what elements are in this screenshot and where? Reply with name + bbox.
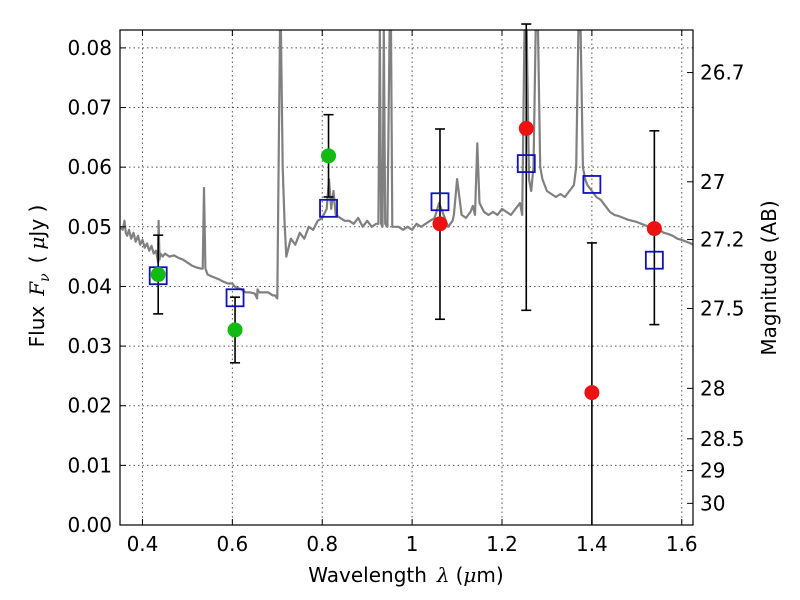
y-tick-label-3: 0.03 [67, 334, 112, 358]
y-tick-label-0: 0.00 [67, 513, 112, 537]
y2-tick-label-0: 26.7 [700, 61, 745, 85]
model-flux-square-1 [225, 288, 245, 308]
y2-tick-label-2: 27.2 [700, 228, 745, 252]
model-flux-square-6 [644, 250, 664, 270]
x-tick-label-1: 0.6 [216, 532, 248, 556]
x-tick-label-3: 1 [406, 532, 419, 556]
y-tick-label-2: 0.02 [67, 394, 112, 418]
red-point-2 [584, 385, 600, 401]
red-point-0 [432, 216, 448, 232]
x-axis-title-text: Wavelength [308, 563, 427, 587]
y2-tick-label-1: 27 [700, 170, 725, 194]
y-tick-label-6: 0.06 [67, 155, 112, 179]
y-axis-title-symbol: F [25, 281, 49, 297]
y-tick-label-8: 0.08 [67, 36, 112, 60]
model-flux-square-2 [319, 198, 338, 218]
y-axis-title-subscript: ν [37, 273, 53, 282]
y2-tick-label-6: 29 [700, 459, 725, 483]
red-point-3 [646, 221, 662, 237]
green-point-2 [321, 148, 337, 164]
y-axis-title-unit-mu: μ [25, 237, 49, 250]
x-tick-label-2: 0.8 [306, 532, 338, 556]
y-tick-label-5: 0.05 [67, 215, 112, 239]
x-tick-label-4: 1.2 [486, 532, 518, 556]
y-tick-label-1: 0.01 [67, 453, 112, 477]
red-point-1 [518, 120, 534, 136]
x-axis-title-unit-open: ( [456, 563, 464, 587]
model-flux-square-5 [582, 175, 602, 194]
model-flux-square-3 [430, 192, 450, 212]
y-tick-label-7: 0.07 [67, 96, 112, 120]
plot-area [120, 30, 693, 300]
y-axis-title: Flux Fν ( μJy ) [25, 205, 53, 348]
x-tick-label-0: 0.4 [127, 532, 159, 556]
green-point-1 [227, 322, 243, 338]
plot-frame [119, 29, 694, 526]
x-tick-label-6: 1.6 [666, 532, 698, 556]
axes: 0.4 0.6 0.8 1 1.2 1.4 1.6 0.00 0.01 0.02 0.03 0.04 0… [67, 30, 745, 556]
y2-tick-label-7: 30 [700, 491, 725, 515]
y2-axis-title: Magnitude (AB) [757, 200, 781, 355]
y-axis-title-unit-rest: Jy ) [25, 205, 49, 239]
x-axis-title-unit-rest: m) [476, 563, 503, 587]
y2-tick-label-3: 27.5 [700, 296, 745, 320]
model-spectrum-line [120, 30, 693, 300]
x-axis-title-symbol: λ [436, 563, 450, 587]
model-flux-square-4 [516, 154, 536, 173]
y2-tick-label-4: 28 [700, 376, 725, 400]
y-tick-label-4: 0.04 [67, 274, 112, 298]
grid-lines [120, 30, 693, 525]
y-axis-title-unit-open: ( [25, 256, 49, 264]
plot-background [120, 30, 693, 525]
y2-tick-label-5: 28.5 [700, 427, 745, 451]
y-axis-title-text: Flux [25, 306, 49, 348]
x-axis-title-unit-mu: μ [463, 563, 476, 587]
x-axis-title: Wavelength λ (μm) [308, 563, 503, 587]
green-point-0 [150, 267, 166, 283]
x-tick-label-5: 1.4 [576, 532, 608, 556]
markers [148, 23, 664, 525]
